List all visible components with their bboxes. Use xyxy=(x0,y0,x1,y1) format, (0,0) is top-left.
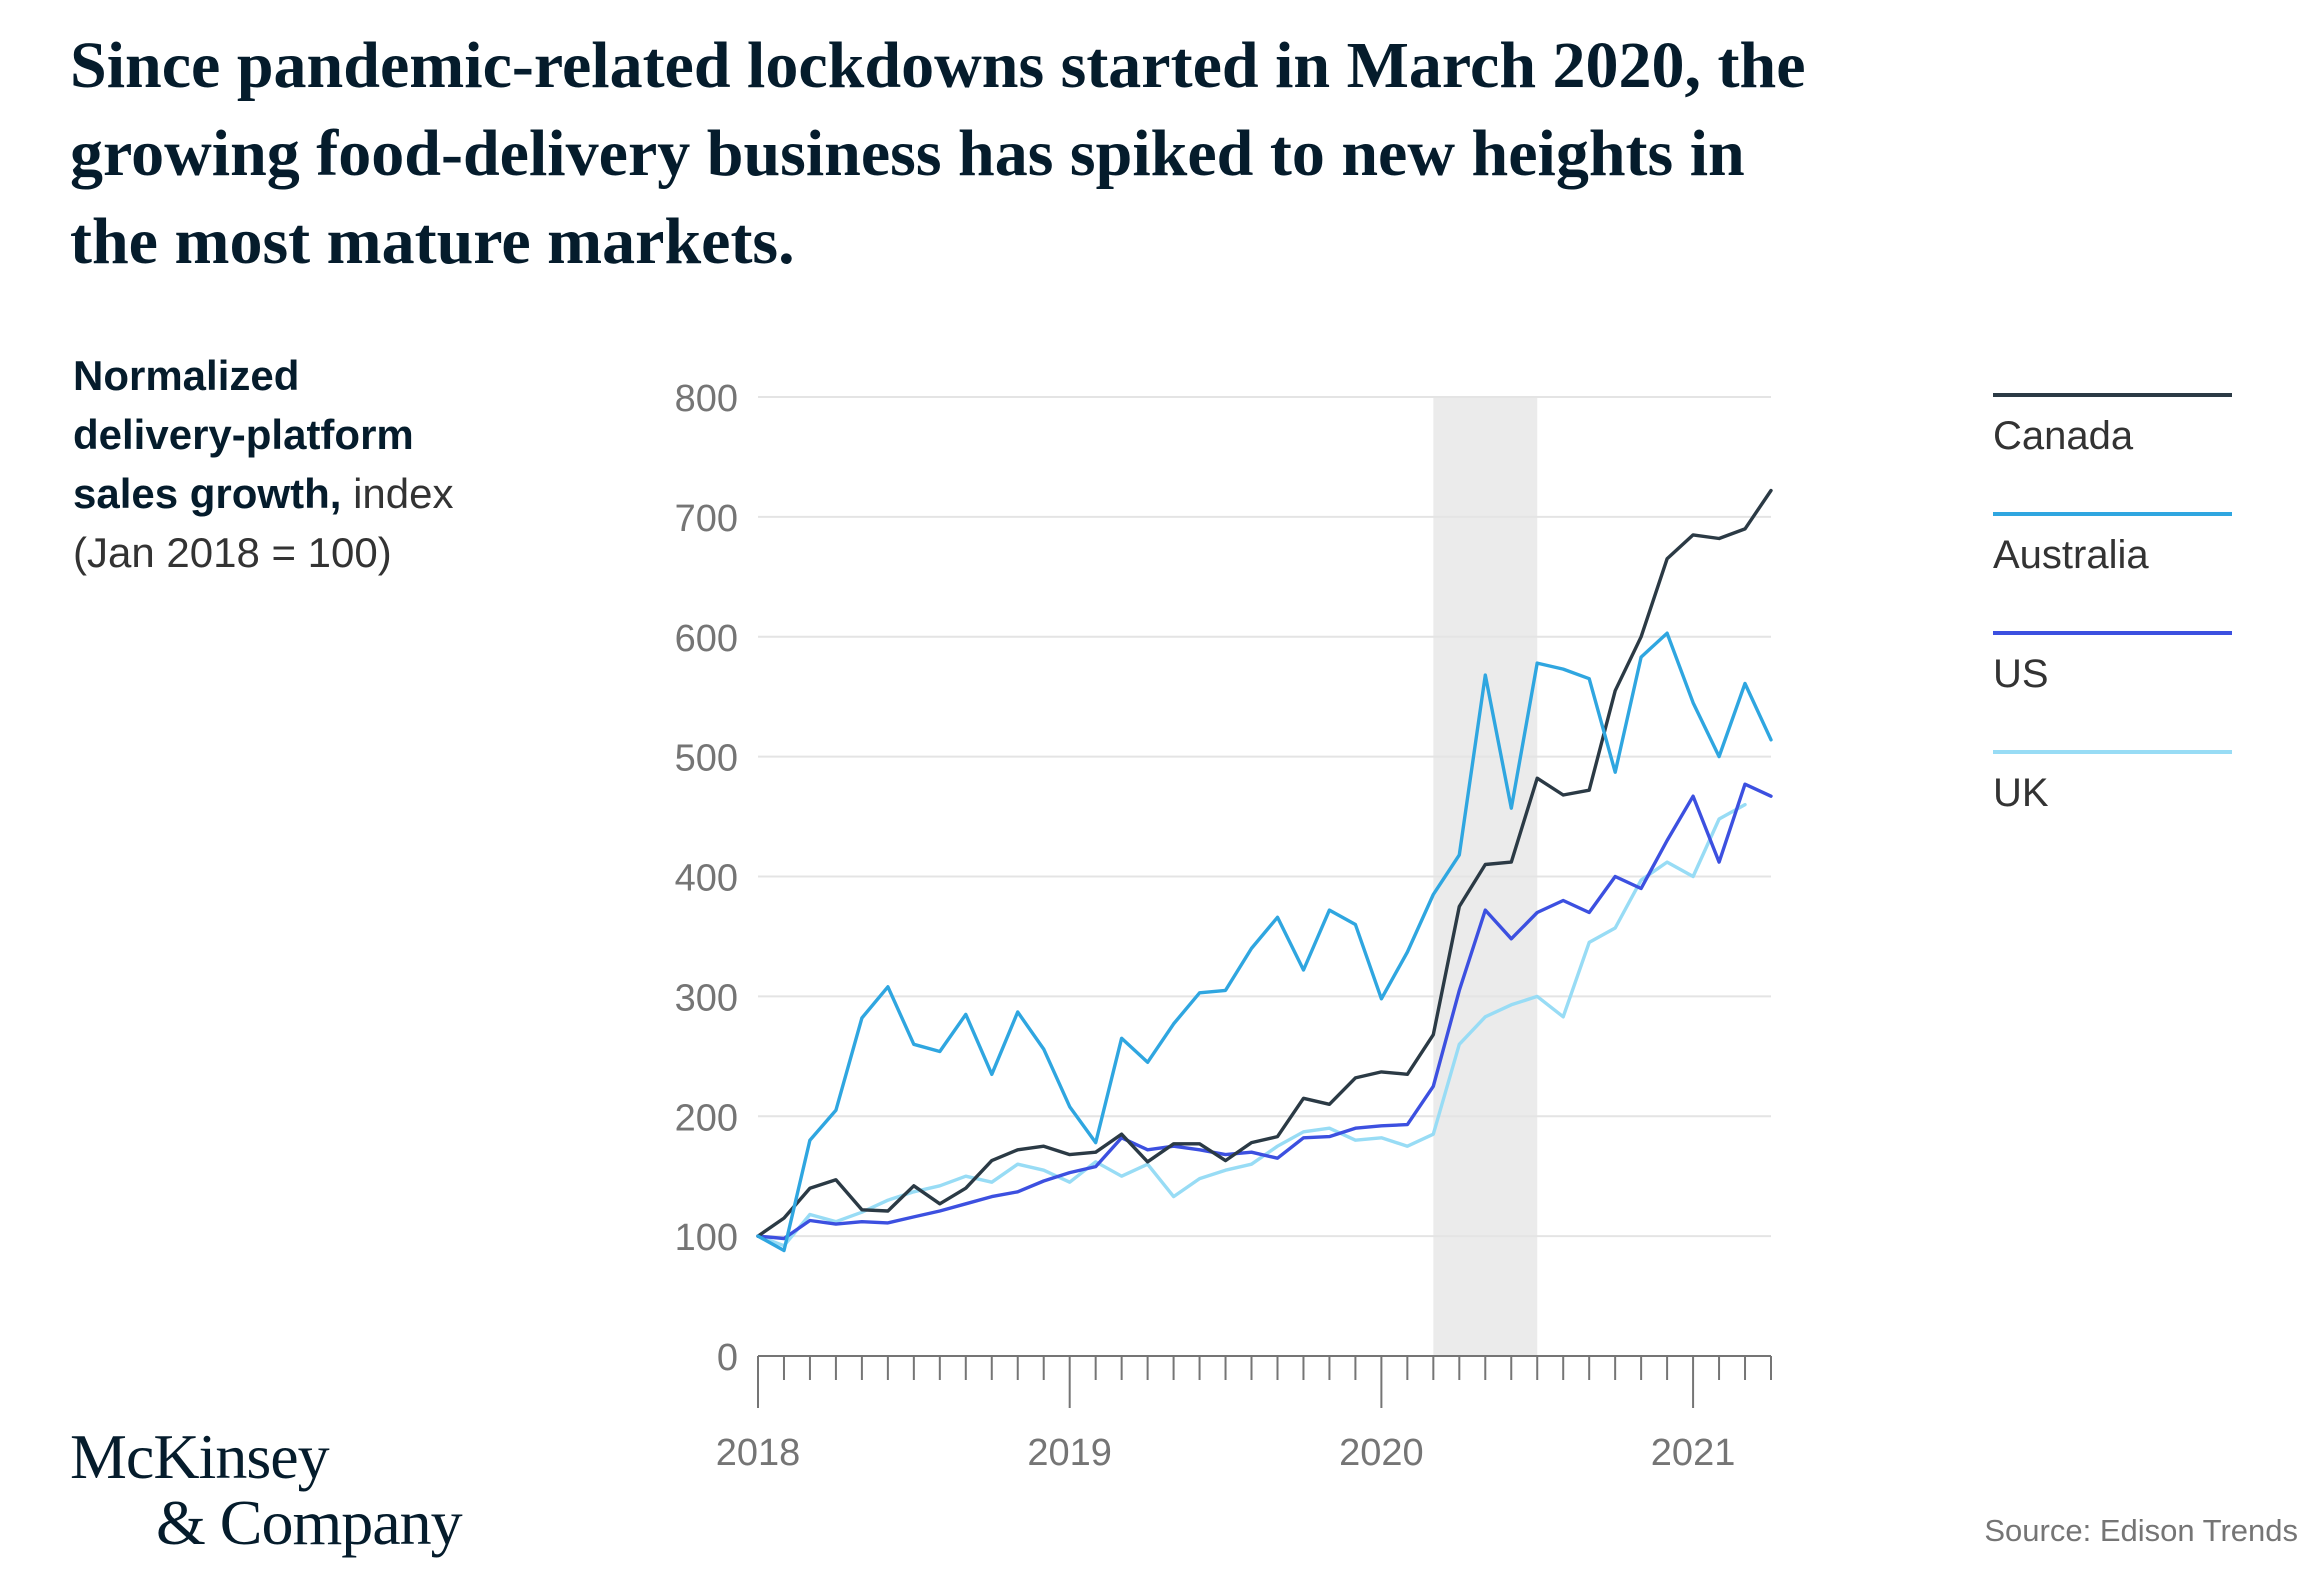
y-tick-label: 200 xyxy=(675,1097,738,1139)
mckinsey-logo: McKinsey & Company xyxy=(70,1421,463,1558)
y-label-line-2: delivery-platform xyxy=(73,411,414,458)
chart-headline: Since pandemic-related lockdowns started… xyxy=(70,22,2270,286)
legend-label-canada: Canada xyxy=(1993,414,2134,458)
y-tick-label: 100 xyxy=(675,1217,738,1259)
y-label-line-3-bold: sales growth, xyxy=(73,470,342,517)
series-line-canada xyxy=(756,488,1773,1238)
logo-line-1: McKinsey xyxy=(70,1421,330,1492)
y-tick-label: 500 xyxy=(675,738,738,780)
y-label-line-1: Normalized xyxy=(73,352,300,399)
headline-line-2: growing food-delivery business has spike… xyxy=(70,117,1745,190)
y-tick-label: 800 xyxy=(675,378,738,420)
series-line-us xyxy=(756,782,1773,1241)
x-tick-label: 2018 xyxy=(716,1432,801,1474)
legend-label-uk: UK xyxy=(1993,771,2049,815)
legend-label-australia: Australia xyxy=(1993,533,2149,577)
y-label-line-3-rest: index xyxy=(341,470,454,517)
y-tick-label: 700 xyxy=(675,498,738,540)
headline-line-1: Since pandemic-related lockdowns started… xyxy=(70,29,1806,102)
source-note: Source: Edison Trends xyxy=(1984,1513,2298,1548)
x-tick-label: 2019 xyxy=(1027,1432,1112,1474)
y-tick-label: 300 xyxy=(675,977,738,1019)
x-tick-label: 2021 xyxy=(1651,1432,1736,1474)
y-tick-label: 600 xyxy=(675,618,738,660)
y-tick-label: 400 xyxy=(675,858,738,900)
y-tick-label: 0 xyxy=(717,1337,738,1379)
logo-line-2: & Company xyxy=(156,1487,463,1558)
x-tick-label: 2020 xyxy=(1339,1432,1424,1474)
headline-line-3: the most mature markets. xyxy=(70,205,795,278)
y-label-line-4: (Jan 2018 = 100) xyxy=(73,529,392,576)
y-axis-label: Normalized delivery-platform sales growt… xyxy=(73,346,593,582)
series-line-australia xyxy=(756,631,1773,1253)
legend-label-us: US xyxy=(1993,652,2049,696)
